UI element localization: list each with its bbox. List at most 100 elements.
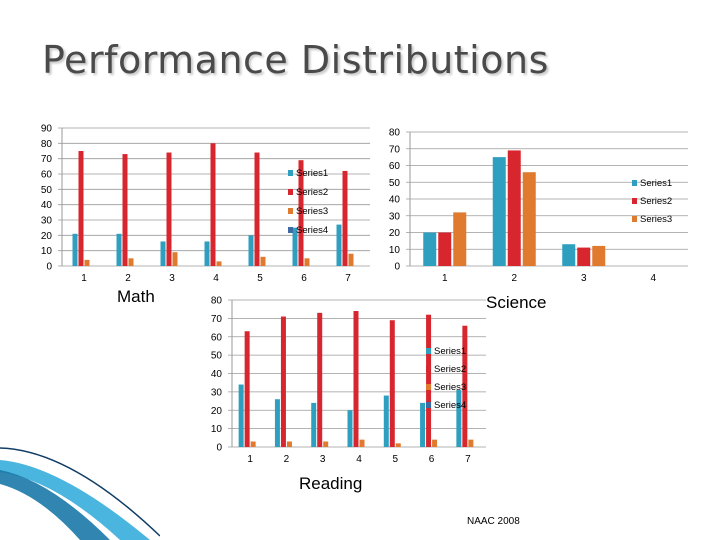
bar-series3	[304, 258, 310, 266]
bar-series2	[438, 232, 452, 266]
bar-series3	[432, 439, 438, 447]
bar-series3	[84, 259, 90, 266]
legend-label: Series4	[434, 400, 466, 411]
bar-series1	[160, 241, 166, 266]
y-tick-label: 30	[211, 387, 223, 398]
x-tick-label: 5	[257, 273, 263, 284]
bar-series2	[577, 247, 591, 266]
bar-series3	[453, 212, 467, 266]
bar-series3	[348, 253, 354, 266]
bar-series1	[311, 402, 317, 447]
x-tick-label: 2	[125, 273, 131, 284]
bar-series2	[426, 314, 432, 447]
legend-label: Series3	[434, 382, 466, 393]
y-tick-label: 10	[41, 246, 53, 257]
bar-series1	[383, 395, 389, 447]
legend-label: Series2	[640, 196, 672, 207]
bar-series2	[462, 325, 468, 447]
swoosh-band-light	[0, 460, 150, 540]
y-tick-label: 90	[41, 124, 53, 135]
bar-series1	[492, 157, 506, 266]
bar-series2	[353, 311, 359, 447]
legend-swatch	[426, 366, 431, 372]
legend-swatch	[632, 198, 637, 204]
bar-series3	[395, 443, 401, 447]
bar-series1	[248, 235, 254, 266]
bar-series2	[122, 154, 128, 266]
x-tick-label: 2	[284, 454, 290, 465]
legend-label: Series1	[296, 168, 328, 179]
bar-series3	[468, 439, 474, 447]
legend-swatch	[426, 348, 431, 354]
y-tick-label: 0	[46, 262, 52, 273]
bar-series1	[116, 233, 122, 266]
bar-series2	[280, 316, 286, 447]
bar-series2	[342, 170, 348, 266]
legend-label: Series2	[434, 364, 466, 375]
swoosh-band-dark	[0, 470, 110, 540]
bar-series3	[250, 441, 256, 447]
bar-series2	[389, 320, 395, 447]
y-tick-label: 10	[389, 245, 401, 256]
x-tick-label: 2	[511, 273, 517, 284]
y-tick-label: 80	[389, 128, 401, 139]
y-tick-label: 40	[41, 200, 53, 211]
y-tick-label: 40	[211, 369, 223, 380]
y-tick-label: 20	[211, 406, 223, 417]
math-chart: 0 10 20 30 40 50 60 70 80 90 1 2 3 4 5 6 7 Series1 Series2…	[41, 124, 370, 284]
decorative-swoosh	[0, 447, 160, 540]
bar-series1	[562, 244, 576, 266]
bar-series1	[274, 399, 280, 447]
y-tick-label: 80	[211, 296, 223, 307]
bar-series2	[166, 152, 172, 266]
bar-series1	[423, 232, 437, 266]
y-tick-label: 50	[211, 351, 223, 362]
legend-swatch	[288, 208, 293, 214]
bar-series1	[204, 241, 210, 266]
legend-label: Series1	[640, 178, 672, 189]
legend-label: Series4	[296, 225, 328, 236]
x-tick-label: 1	[442, 273, 448, 284]
x-tick-label: 4	[650, 273, 656, 284]
bar-series2	[317, 312, 323, 447]
bar-series1	[456, 390, 462, 447]
y-tick-label: 80	[41, 139, 53, 150]
reading-chart: 0 10 20 30 40 50 60 70 80 1 2 3 4 5 6 7 Series1 Series2 Se…	[211, 296, 486, 465]
y-tick-label: 0	[394, 262, 400, 273]
legend-label: Series2	[296, 187, 328, 198]
legend-swatch	[288, 189, 293, 195]
bar-series3	[323, 441, 329, 447]
legend-swatch	[426, 384, 431, 390]
swoosh-line	[0, 447, 160, 537]
y-tick-label: 60	[211, 332, 223, 343]
legend-label: Series1	[434, 346, 466, 357]
y-tick-label: 0	[216, 443, 222, 454]
y-tick-label: 50	[41, 185, 53, 196]
bar-series1	[420, 402, 426, 447]
bar-series1	[72, 233, 78, 266]
bar-series1	[347, 410, 353, 447]
y-tick-label: 20	[389, 228, 401, 239]
bar-series1	[238, 384, 244, 447]
bar-series3	[359, 439, 365, 447]
reading-chart-title: Reading	[299, 474, 363, 493]
y-tick-label: 40	[389, 195, 401, 206]
bar-series3	[522, 172, 536, 266]
x-tick-label: 1	[81, 273, 87, 284]
bar-series3	[128, 258, 134, 266]
legend-swatch	[426, 402, 431, 408]
bar-series2	[244, 331, 250, 447]
legend-swatch	[288, 170, 293, 176]
x-tick-label: 3	[169, 273, 175, 284]
science-chart: 0 10 20 30 40 50 60 70 80 1 2 3 4 Series1 Series2 Serie…	[389, 128, 688, 284]
x-tick-label: 1	[247, 454, 253, 465]
y-tick-label: 20	[41, 231, 53, 242]
x-tick-label: 6	[429, 454, 435, 465]
bar-series3	[172, 252, 178, 266]
y-tick-label: 10	[211, 424, 223, 435]
bar-series2	[298, 160, 304, 266]
bar-series3	[260, 256, 266, 266]
y-tick-label: 70	[389, 144, 401, 155]
y-tick-label: 30	[41, 216, 53, 227]
math-chart-title: Math	[117, 287, 155, 306]
